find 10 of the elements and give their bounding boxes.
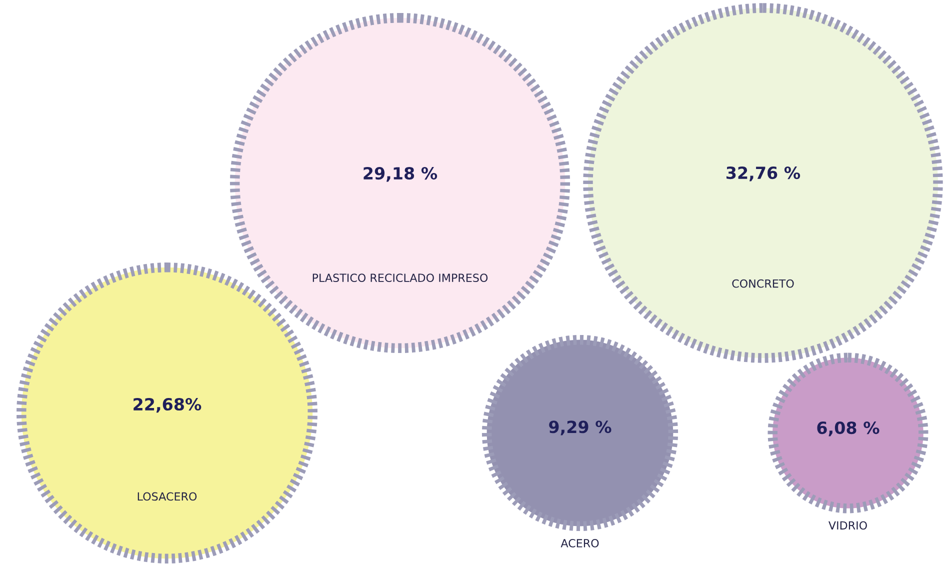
category-label: ACERO — [560, 539, 599, 548]
data-label: 29,18 % — [364, 166, 438, 182]
data-label: 32,76 % — [726, 166, 800, 182]
category-label: PLASTICO RECICLADO IMPRESO — [312, 274, 488, 282]
category-label: VIDRIO — [828, 521, 867, 530]
data-label: 9,29 % — [549, 420, 612, 436]
data-label: 6,08 % — [817, 421, 880, 436]
category-label: CONCRETO — [732, 279, 794, 288]
category-label: LOSACERO — [138, 492, 197, 501]
data-label: 22,68% — [134, 398, 202, 413]
